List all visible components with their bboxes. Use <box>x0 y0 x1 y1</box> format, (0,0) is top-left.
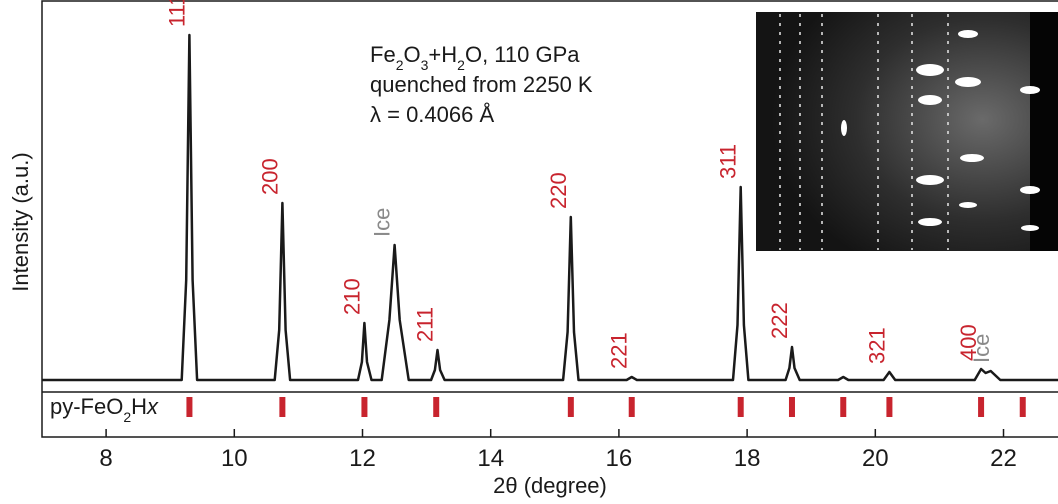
x-tick-label: 10 <box>221 445 248 472</box>
reflection-tick <box>840 397 846 417</box>
text-part: 2 <box>396 57 404 73</box>
x-tick-label: 18 <box>734 445 761 472</box>
reflection-tick <box>279 397 285 417</box>
text-part: py-FeO <box>50 394 123 419</box>
peak-label: 221 <box>607 332 632 369</box>
text-part: O, 110 GPa <box>465 42 580 67</box>
peak-label: 210 <box>339 278 364 315</box>
reflection-tick <box>186 397 192 417</box>
chart: 2θ (degree) Intensity (a.u.) 8 10 12 14 16 18… <box>0 0 1058 504</box>
peak-label: 211 <box>413 307 438 342</box>
text-part: +H <box>428 42 457 67</box>
reflection-tick <box>433 397 439 417</box>
inset-image <box>756 12 1058 251</box>
x-tick-label: 14 <box>477 445 504 472</box>
condition-text: quenched from 2250 K <box>370 72 593 97</box>
peak-label: Ice <box>969 334 994 363</box>
text-part: quenched from 2250 K <box>370 72 593 97</box>
text-part: H <box>131 394 147 419</box>
x-tick-label: 8 <box>99 445 112 472</box>
text-part: Fe <box>370 42 396 67</box>
x-tick-label: 22 <box>990 445 1017 472</box>
text-part: λ = 0.4066 Å <box>370 102 494 127</box>
peak-label: 220 <box>546 172 571 209</box>
reflection-tick <box>1020 397 1026 417</box>
peak-label: 321 <box>864 327 889 364</box>
peak-label: Ice <box>370 208 395 237</box>
text-part: 2 <box>123 409 131 425</box>
text-part: 3 <box>421 57 429 73</box>
condition-text: λ = 0.4066 Å <box>370 102 494 127</box>
text-part: O <box>403 42 420 67</box>
y-axis-label: Intensity (a.u.) <box>8 152 33 291</box>
x-axis-label: 2θ (degree) <box>493 473 607 498</box>
reflection-tick <box>789 397 795 417</box>
reflection-tick <box>738 397 744 417</box>
reflection-tick <box>886 397 892 417</box>
reflection-tick <box>568 397 574 417</box>
condition-text: Fe2O3+H2O, 110 GPa <box>370 42 580 73</box>
x-tick-label: 12 <box>349 445 376 472</box>
text-part: x <box>146 394 159 419</box>
text-part: 2 <box>457 57 465 73</box>
reflection-tick <box>978 397 984 417</box>
x-tick-label: 20 <box>862 445 889 472</box>
peak-label: 222 <box>767 302 792 339</box>
peak-label: 311 <box>716 144 741 179</box>
x-tick-label: 16 <box>606 445 633 472</box>
reflection-tick <box>629 397 635 417</box>
reflection-tick <box>361 397 367 417</box>
peak-label: 111 <box>164 0 189 27</box>
phase-label: py-FeO2Hx <box>50 394 159 425</box>
peak-label: 200 <box>257 158 282 195</box>
